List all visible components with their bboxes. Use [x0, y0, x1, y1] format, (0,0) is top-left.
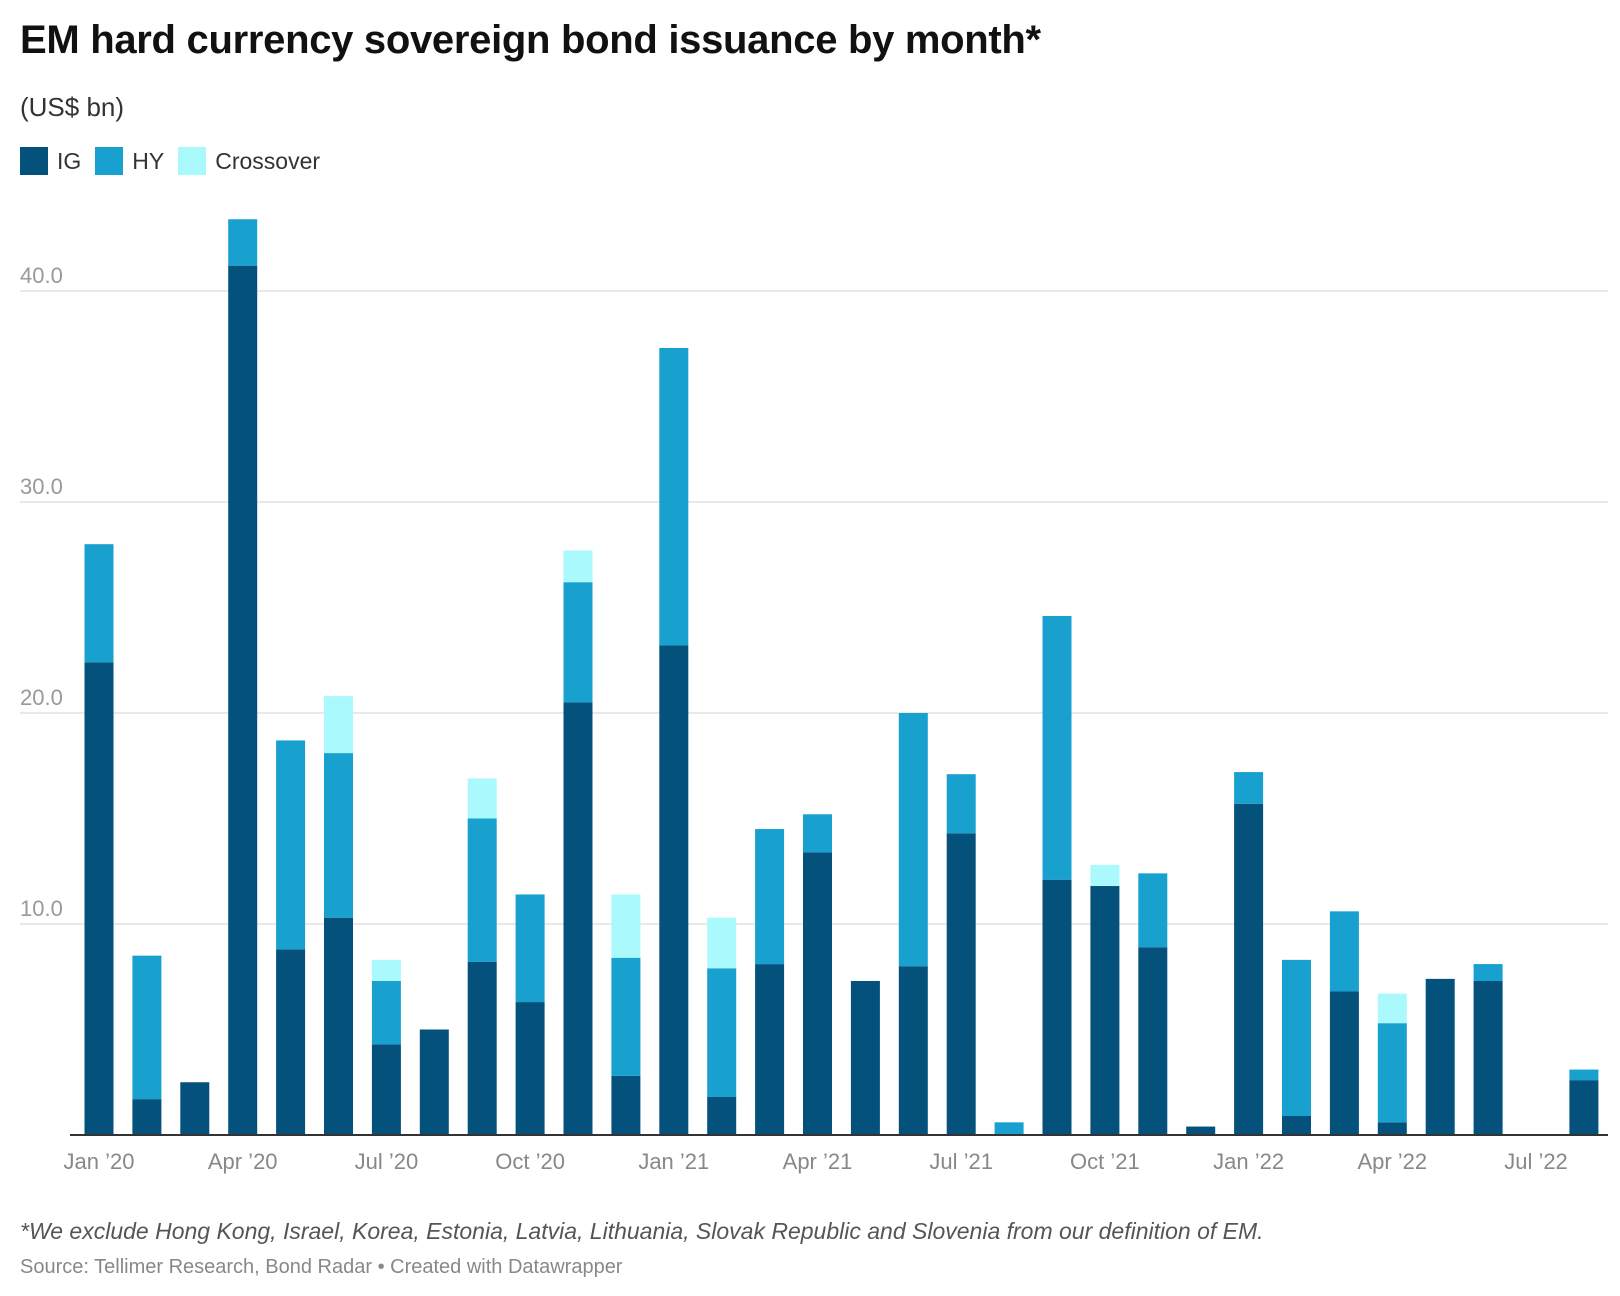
chart-subtitle: (US$ bn)	[20, 92, 125, 122]
x-tick-label: Apr ’21	[783, 1149, 853, 1174]
x-tick-label: Apr ’20	[208, 1149, 278, 1174]
bar-segment-hy[interactable]: Feb 2020 HY: 6.8	[132, 955, 162, 1100]
legend-label-ig: IG	[57, 147, 82, 174]
legend-swatch-ig	[20, 147, 48, 175]
bar-segment-ig[interactable]: Jun 2020 IG: 10.3	[324, 917, 353, 1135]
y-tick-label: 10.0	[20, 896, 63, 921]
bar-segment-ig[interactable]: Oct 2020 IG: 6.3	[515, 1002, 545, 1135]
y-tick-label: 30.0	[20, 474, 63, 499]
bar-segment-hy[interactable]: Jun 2022 HY: 0.8	[1473, 964, 1503, 981]
bar-segment-ig[interactable]: Apr 2021 IG: 13.4	[803, 852, 832, 1135]
bar-segment-crossover[interactable]: Oct 2021 Crossover: 1	[1090, 864, 1120, 887]
bar-segment-ig[interactable]: Aug 2022 IG: 2.6	[1569, 1080, 1599, 1135]
chart-title: EM hard currency sovereign bond issuance…	[20, 18, 1041, 62]
bar-segment-ig[interactable]: Jan 2022 IG: 15.7	[1234, 803, 1264, 1135]
bar-segment-hy[interactable]: Jul 2021 HY: 2.8	[946, 774, 976, 834]
legend-label-crossover: Crossover	[215, 147, 321, 174]
bar-segment-hy[interactable]: Mar 2021 HY: 6.4	[755, 829, 785, 965]
bar-segment-hy[interactable]: Feb 2021 HY: 6.1	[707, 968, 737, 1098]
legend-item-hy: HY	[95, 147, 164, 175]
gridlines: 10.0 20.0 30.0 40.0	[20, 263, 1608, 925]
bar-segment-ig[interactable]: Jan 2021 IG: 23.2	[659, 645, 689, 1135]
bar-segment-hy[interactable]: Sep 2021 HY: 12.5	[1042, 615, 1072, 880]
bar-segment-hy[interactable]: Aug 2022 HY: 0.5	[1569, 1069, 1599, 1081]
bar-segment-hy[interactable]: Apr 2021 HY: 1.8	[803, 814, 832, 853]
bar-segment-ig[interactable]: Apr 2020 IG: 41.2	[228, 265, 258, 1135]
x-tick-label: Jan ’20	[64, 1149, 135, 1174]
x-tick-label: Jul ’22	[1504, 1149, 1568, 1174]
bar-segment-hy[interactable]: Apr 2020 HY: 2.2	[228, 219, 258, 266]
bar-segment-hy[interactable]: Jan 2021 HY: 14.1	[659, 347, 689, 646]
x-tick-label: Oct ’21	[1070, 1149, 1140, 1174]
bar-segment-hy[interactable]: Mar 2022 HY: 3.8	[1329, 911, 1359, 992]
bar-segment-crossover[interactable]: Sep 2020 Crossover: 1.9	[467, 778, 497, 819]
bar-chart: 10.020.030.040.0 Jan 2020 IG: 22.4Jan 20…	[20, 219, 1608, 1174]
x-tick-label: Apr ’22	[1357, 1149, 1427, 1174]
bar-segment-ig[interactable]: Jun 2021 IG: 8	[898, 966, 928, 1135]
bars: Jan 2020 IG: 22.4Jan 2020 HY: 5.6 Feb 202…	[84, 219, 1599, 1136]
bar-segment-ig[interactable]: Oct 2021 IG: 11.8	[1090, 886, 1120, 1135]
bar-segment-ig[interactable]: Nov 2021 IG: 8.9	[1138, 947, 1168, 1135]
legend-item-crossover: Crossover	[178, 147, 320, 175]
x-axis: Jan ’20 Apr ’20 Jul ’20 Oct ’20 Jan ’21 Apr ’…	[64, 1134, 1608, 1174]
bar-segment-ig[interactable]: Mar 2022 IG: 6.8	[1329, 991, 1359, 1135]
bar-segment-hy[interactable]: Oct 2020 HY: 5.1	[515, 894, 545, 1003]
bar-segment-hy[interactable]: Apr 2022 HY: 4.7	[1377, 1023, 1407, 1123]
legend-swatch-crossover	[178, 147, 207, 175]
bar-segment-ig[interactable]: Mar 2021 IG: 8.1	[755, 964, 785, 1135]
y-tick-label: 40.0	[20, 263, 63, 288]
bar-segment-ig[interactable]: Aug 2020 IG: 5	[419, 1029, 449, 1136]
bar-segment-hy[interactable]: Jan 2022 HY: 1.5	[1234, 772, 1264, 804]
footnote: *We exclude Hong Kong, Israel, Korea, Es…	[20, 1218, 1264, 1244]
bar-segment-crossover[interactable]: Feb 2021 Crossover: 2.4	[707, 917, 737, 969]
x-tick-label: Jul ’21	[929, 1149, 993, 1174]
legend-item-ig: IG	[20, 147, 81, 175]
bar-segment-hy[interactable]: Jun 2020 HY: 7.8	[324, 753, 353, 918]
bar-segment-hy[interactable]: May 2020 HY: 9.9	[276, 740, 306, 950]
bar-segment-crossover[interactable]: Jun 2020 Crossover: 2.7	[324, 696, 353, 754]
bar-segment-hy[interactable]: Feb 2022 HY: 7.4	[1282, 959, 1311, 1117]
bar-segment-hy[interactable]: Nov 2021 HY: 3.5	[1138, 873, 1168, 948]
legend-label-hy: HY	[132, 147, 165, 174]
source-credit: Source: Tellimer Research, Bond Radar • …	[20, 1256, 623, 1278]
bar-segment-crossover[interactable]: Apr 2022 Crossover: 1.4	[1377, 993, 1407, 1024]
x-tick-label: Jan ’22	[1213, 1149, 1284, 1174]
bar-segment-ig[interactable]: Sep 2020 IG: 8.2	[467, 961, 497, 1135]
bar-segment-crossover[interactable]: Dec 2020 Crossover: 3	[611, 894, 641, 958]
bar-segment-hy[interactable]: Jul 2020 HY: 3	[371, 980, 401, 1045]
bar-segment-crossover[interactable]: Jul 2020 Crossover: 1	[371, 959, 401, 981]
bar-segment-hy[interactable]: Aug 2021 HY: 0.6	[994, 1122, 1024, 1135]
bar-segment-hy[interactable]: Jun 2021 HY: 12	[898, 713, 928, 967]
bar-segment-ig[interactable]: May 2022 IG: 7.4	[1425, 978, 1455, 1135]
bar-segment-hy[interactable]: Sep 2020 HY: 6.8	[467, 818, 497, 962]
x-tick-label: Jul ’20	[355, 1149, 419, 1174]
bar-segment-ig[interactable]: Nov 2020 IG: 20.5	[563, 702, 593, 1135]
bar-segment-ig[interactable]: Apr 2022 IG: 0.6	[1377, 1122, 1407, 1135]
x-tick-label: Jan ’21	[638, 1149, 709, 1174]
bar-segment-ig[interactable]: Jul 2020 IG: 4.3	[371, 1044, 401, 1135]
bar-segment-hy[interactable]: Nov 2020 HY: 5.7	[563, 582, 593, 703]
bar-segment-ig[interactable]: Dec 2021 IG: 0.4	[1186, 1126, 1216, 1135]
bar-segment-ig[interactable]: Feb 2022 IG: 0.9	[1282, 1116, 1311, 1135]
bar-segment-ig[interactable]: Dec 2020 IG: 2.8	[611, 1075, 641, 1135]
bar-segment-hy[interactable]: Jan 2020 HY: 5.6	[84, 544, 114, 663]
bar-segment-ig[interactable]: Jan 2020 IG: 22.4	[84, 662, 114, 1135]
bar-segment-ig[interactable]: Mar 2020 IG: 2.5	[180, 1082, 210, 1135]
bar-segment-hy[interactable]: Dec 2020 HY: 5.6	[611, 957, 641, 1076]
chart-legend: IG HY Crossover	[20, 147, 320, 175]
x-tick-label: Oct ’20	[495, 1149, 565, 1174]
bar-segment-ig[interactable]: May 2021 IG: 7.3	[850, 980, 880, 1135]
legend-swatch-hy	[95, 147, 124, 175]
bar-segment-ig[interactable]: Jul 2021 IG: 14.3	[946, 833, 976, 1135]
y-tick-label: 20.0	[20, 685, 63, 710]
bar-segment-ig[interactable]: May 2020 IG: 8.8	[276, 949, 306, 1135]
bar-segment-ig[interactable]: Sep 2021 IG: 12.1	[1042, 879, 1072, 1135]
bar-segment-ig[interactable]: Jun 2022 IG: 7.3	[1473, 980, 1503, 1135]
bar-segment-crossover[interactable]: Nov 2020 Crossover: 1.5	[563, 550, 593, 583]
bar-segment-ig[interactable]: Feb 2021 IG: 1.8	[707, 1097, 737, 1135]
bar-segment-ig[interactable]: Feb 2020 IG: 1.7	[132, 1099, 162, 1135]
